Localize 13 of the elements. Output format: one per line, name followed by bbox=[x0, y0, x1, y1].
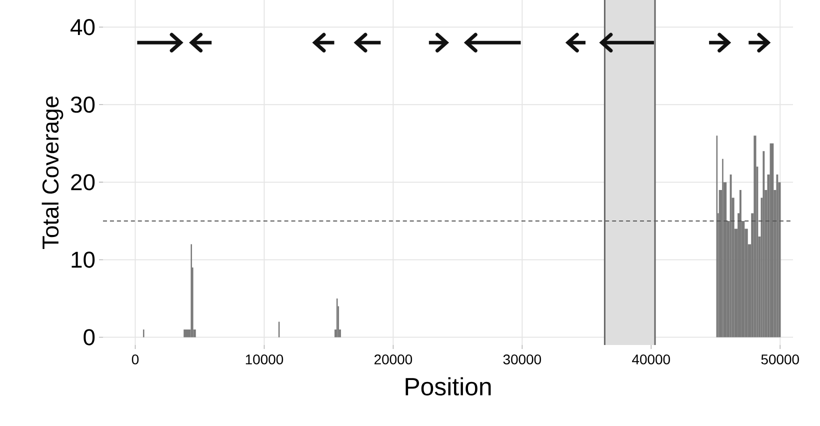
x-tick-label: 50000 bbox=[761, 354, 799, 364]
y-tick-label: 30 bbox=[70, 96, 95, 113]
x-tick-label: 0 bbox=[132, 354, 139, 364]
x-tick-label: 40000 bbox=[632, 354, 670, 364]
y-tick-label: 10 bbox=[72, 252, 95, 268]
x-axis-title: Position bbox=[406, 377, 491, 396]
x-tick-label: 30000 bbox=[503, 354, 542, 364]
x-tick-label: 10000 bbox=[246, 354, 284, 364]
x-tick-label: 20000 bbox=[374, 354, 412, 364]
y-tick-label: 0 bbox=[84, 329, 95, 346]
y-tick-label: 20 bbox=[71, 174, 95, 190]
y-tick-label: 40 bbox=[70, 19, 95, 36]
y-axis-title: Total Coverage bbox=[42, 96, 64, 250]
